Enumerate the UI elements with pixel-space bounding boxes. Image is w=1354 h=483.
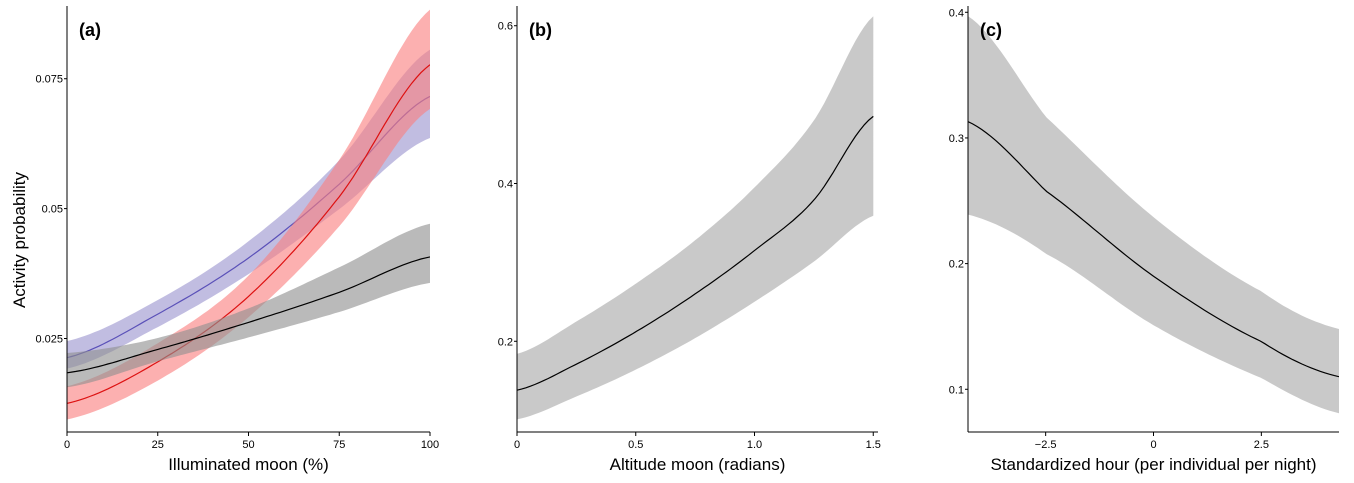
x-tick-label: 25 (152, 439, 164, 451)
x-axis-title: Standardized hour (per individual per ni… (990, 455, 1316, 474)
y-tick-label: 0.2 (949, 259, 964, 271)
panel-b: 0 0.5 1.0 1.5 0.2 0.4 0.6 Altitude moon (radian… (498, 6, 881, 474)
confidence-band-1 (517, 16, 874, 420)
y-tick-label: 0.025 (35, 333, 63, 345)
confidence-band-1 (968, 16, 1339, 414)
x-tick-label: 1.5 (866, 439, 881, 451)
panel-label: (a) (79, 20, 101, 40)
x-tick-label: −2.5 (1035, 439, 1057, 451)
panel-a: 0 25 50 75 100 0.025 0.05 0.075 Illuminated moon… (35, 6, 439, 474)
fit-line-3 (67, 256, 430, 374)
fit-line-2 (67, 64, 430, 404)
y-tick-label: 0.2 (498, 336, 513, 348)
x-tick-label: 0.5 (628, 439, 643, 451)
x-tick-label: 0 (514, 439, 520, 451)
x-tick-label: 0 (64, 439, 70, 451)
panel-c: −2.5 0 2.5 0.1 0.2 0.3 0.4 Standardized hour (p… (949, 6, 1339, 474)
y-axis-title: Activity probability (10, 171, 29, 308)
confidence-band-3 (67, 223, 430, 388)
x-tick-label: 50 (242, 439, 254, 451)
confidence-band-1 (67, 49, 430, 369)
x-tick-label: 0 (1150, 439, 1156, 451)
x-tick-label: 1.0 (747, 439, 762, 451)
x-axis-title: Altitude moon (radians) (610, 455, 786, 474)
panel-label: (c) (980, 20, 1002, 40)
x-tick-label: 75 (333, 439, 345, 451)
fit-line-1 (968, 121, 1339, 378)
x-tick-label: 2.5 (1254, 439, 1269, 451)
y-tick-label: 0.05 (42, 204, 63, 216)
y-tick-label: 0.3 (949, 133, 964, 145)
y-tick-label: 0.075 (35, 74, 63, 86)
panel-label: (b) (529, 20, 552, 40)
y-tick-label: 0.1 (949, 384, 964, 396)
y-tick-label: 0.6 (498, 21, 513, 33)
x-axis-title: Illuminated moon (%) (168, 455, 329, 474)
fit-line-1 (517, 115, 874, 391)
x-tick-label: 100 (421, 439, 439, 451)
y-tick-label: 0.4 (498, 179, 513, 191)
y-tick-label: 0.4 (949, 7, 964, 19)
